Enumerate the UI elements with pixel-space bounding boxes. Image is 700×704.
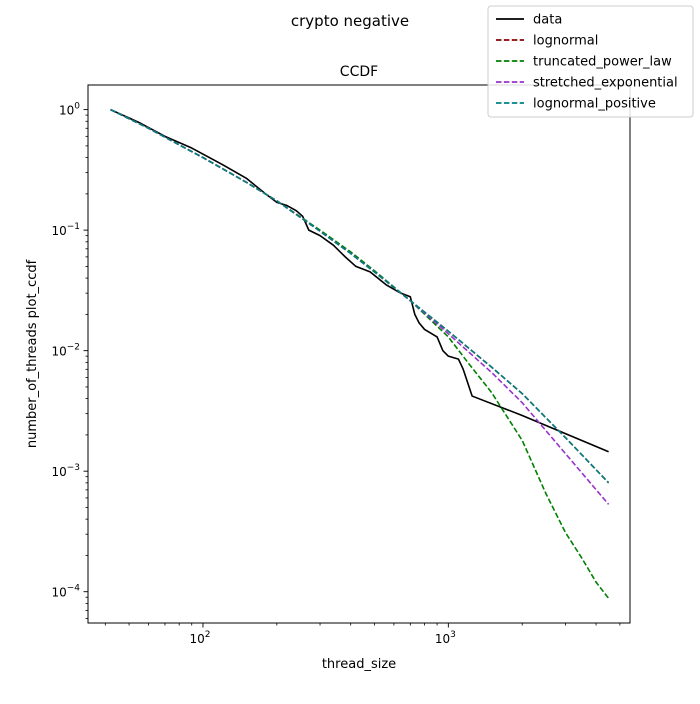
axes-frame: [87, 84, 631, 624]
series-lines: [110, 108, 610, 599]
y-tick-label: 10−2: [51, 343, 80, 359]
plot-area: 102 103 100 10−1 10−2 10−3 10−4: [51, 84, 631, 646]
y-axis-label: number_of_threads plot_ccdf: [25, 259, 40, 448]
legend: data lognormal truncated_power_law stretche…: [487, 5, 694, 118]
x-tick-label: 103: [435, 630, 456, 646]
series-line-data: [110, 108, 609, 453]
x-tick-label: 102: [189, 630, 210, 646]
y-tick-label: 10−1: [51, 222, 80, 238]
y-tick-label: 10−3: [51, 463, 80, 479]
axes-title: CCDF: [340, 64, 378, 80]
legend-box: [487, 5, 694, 118]
legend-label-lognormal: lognormal: [533, 34, 598, 49]
x-axis-label: thread_size: [322, 657, 396, 672]
legend-label-truncated-power-law: truncated_power_law: [533, 55, 672, 70]
chart-suptitle: crypto negative: [291, 12, 409, 30]
legend-label-lognormal-positive: lognormal_positive: [533, 97, 656, 112]
y-tick-label: 10−4: [51, 584, 80, 600]
y-tick-label: 100: [59, 102, 80, 118]
legend-label-data: data: [533, 13, 562, 28]
legend-label-stretched-exponential: stretched_exponential: [533, 76, 678, 91]
series-line-lognormal-positive: [110, 108, 610, 484]
